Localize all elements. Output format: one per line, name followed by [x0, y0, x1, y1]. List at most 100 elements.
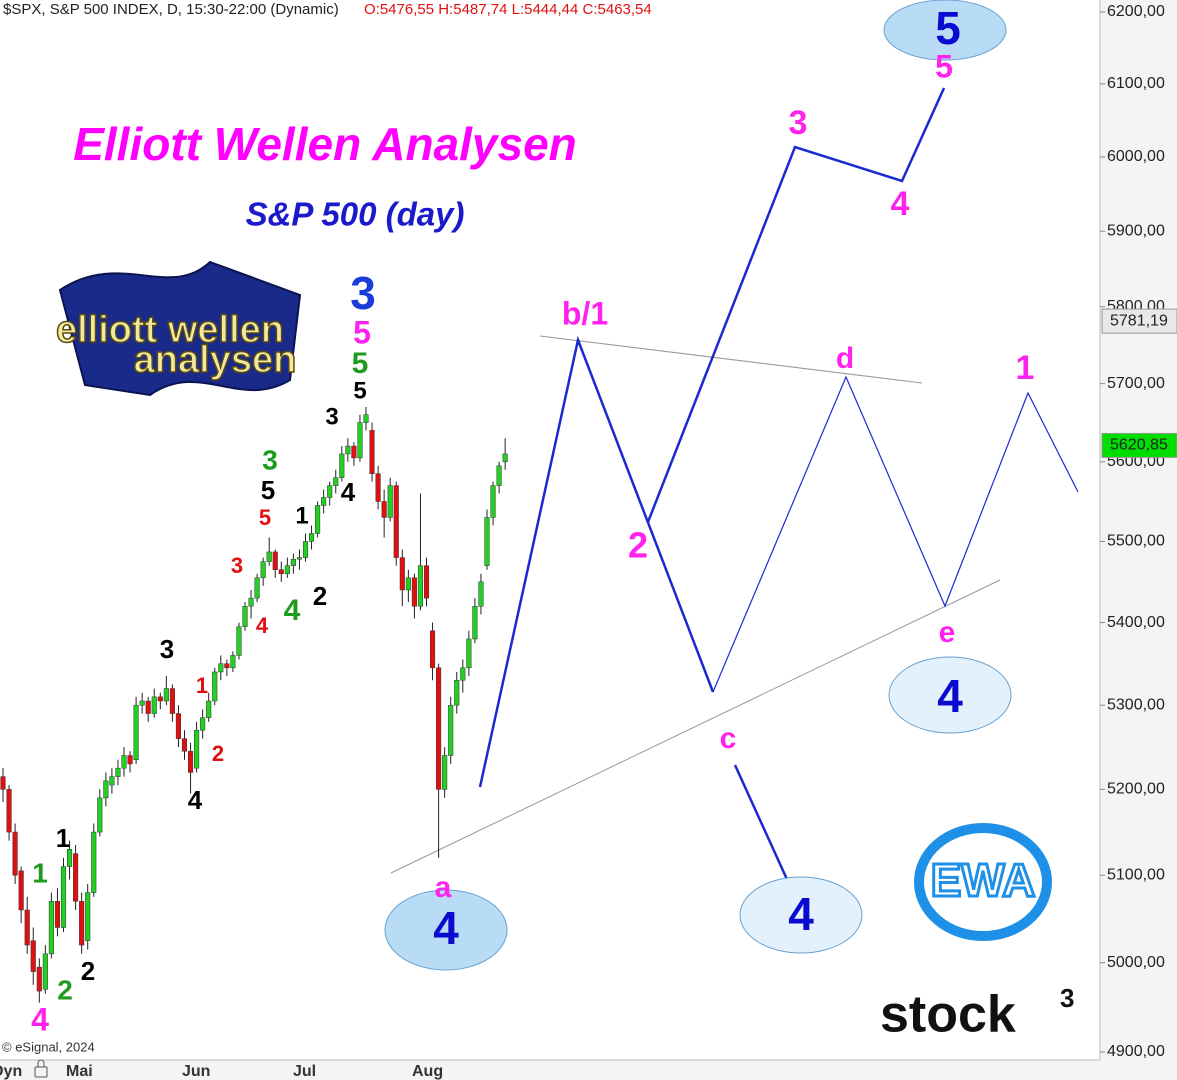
wave-label: 3 — [262, 444, 278, 475]
candle-body — [266, 551, 272, 562]
wave-label: 5 — [935, 48, 953, 84]
candle-body — [387, 485, 393, 518]
wave-label: 3 — [325, 403, 338, 430]
candle-body — [321, 497, 327, 506]
candle-body — [139, 700, 145, 706]
candle-body — [212, 671, 218, 702]
ewa-text: EWA — [931, 854, 1036, 906]
price-marker-label: 5781,19 — [1110, 312, 1168, 329]
candle-body — [339, 453, 345, 478]
wave-label: a — [435, 871, 452, 904]
candle-body — [206, 700, 212, 718]
candle-body — [181, 738, 188, 752]
wave-label: 4 — [31, 1001, 49, 1037]
wave-label: 3 — [231, 553, 243, 578]
trend-line — [390, 579, 1001, 874]
wave-label: 5 — [261, 475, 275, 505]
candle-body — [296, 557, 302, 560]
price-marker — [1101, 432, 1177, 458]
logo-text: analysen — [134, 339, 297, 381]
candle-body — [109, 776, 115, 786]
candle-body — [236, 626, 242, 656]
wave-label: 4 — [433, 902, 459, 954]
y-tick-label: 5700,00 — [1107, 375, 1165, 392]
candle-body — [97, 797, 103, 833]
wave-ellipse — [888, 656, 1012, 734]
wave-label: 4 — [188, 785, 203, 815]
wave-ellipse — [883, 0, 1007, 61]
wave-label: 4 — [891, 185, 910, 223]
candle-body — [67, 849, 73, 867]
wave-label: 4 — [284, 594, 301, 627]
wave-label: 5 — [259, 505, 271, 530]
candle-body — [48, 901, 54, 955]
y-tick-label: 5500,00 — [1107, 533, 1165, 550]
candle-body — [466, 638, 472, 669]
candle-body — [496, 465, 502, 486]
candle-body — [260, 561, 266, 579]
x-tick-label: Mai — [66, 1063, 93, 1080]
candle-body — [42, 953, 48, 990]
candle-body — [133, 704, 139, 760]
candle-body — [381, 501, 387, 518]
wave-label: 2 — [212, 741, 224, 766]
candle-body — [357, 422, 363, 459]
wave-label: 1 — [56, 823, 70, 853]
ewa-badge — [914, 823, 1052, 941]
wave-label: 1 — [196, 673, 208, 698]
candle-body — [309, 533, 315, 542]
candle-body — [73, 853, 79, 902]
candle-body — [248, 597, 254, 607]
candle-body — [272, 551, 278, 570]
candle-body — [351, 445, 357, 459]
wave-path — [712, 375, 1079, 693]
candle-body — [484, 517, 490, 566]
candle-body — [423, 565, 430, 599]
candle-body — [224, 663, 230, 669]
y-tick-label: 5200,00 — [1107, 781, 1165, 798]
y-tick-label: 5400,00 — [1107, 614, 1165, 631]
y-tick-label: 5100,00 — [1107, 866, 1165, 883]
trend-line — [539, 335, 923, 384]
y-tick-label: 6200,00 — [1107, 3, 1165, 20]
wave-label: 5 — [353, 377, 366, 404]
y-tick-label: 6000,00 — [1107, 148, 1165, 165]
candle-body — [417, 565, 423, 607]
candle-body — [230, 655, 236, 669]
wave-label: 5 — [935, 2, 961, 54]
candle-body — [85, 892, 91, 941]
x-axis-panel — [0, 1060, 1100, 1080]
y-tick-label: 6100,00 — [1107, 75, 1165, 92]
candle-body — [36, 966, 42, 992]
candle-body — [79, 901, 85, 946]
candle-body — [405, 577, 411, 591]
candle-body — [254, 577, 260, 599]
chart-title: Elliott Wellen Analysen — [73, 118, 577, 170]
candle-body — [327, 485, 333, 498]
candle-body — [436, 667, 442, 790]
candle-body — [115, 767, 121, 777]
candle-body — [333, 477, 339, 486]
candle-body — [54, 901, 61, 928]
wave-path — [733, 764, 797, 898]
price-marker-label: 5620,85 — [1110, 437, 1168, 454]
wave-ellipse — [384, 889, 508, 971]
x-tick-label: Aug — [412, 1063, 443, 1080]
candle-body — [315, 505, 321, 534]
y-tick-label: 5300,00 — [1107, 696, 1165, 713]
candle-body — [18, 870, 24, 911]
candle-body — [242, 605, 248, 627]
candle-body — [393, 485, 399, 558]
candle-body — [278, 569, 284, 574]
candle-body — [0, 776, 6, 790]
candle-body — [375, 473, 381, 502]
wave-label: 2 — [313, 581, 327, 611]
wave-path — [646, 87, 946, 523]
candle-body — [91, 831, 97, 893]
y-tick-label: 5000,00 — [1107, 954, 1165, 971]
wave-label: 3 — [160, 634, 174, 664]
candle-body — [478, 581, 484, 607]
wave-label: b/1 — [562, 295, 608, 331]
candle-body — [194, 730, 200, 769]
